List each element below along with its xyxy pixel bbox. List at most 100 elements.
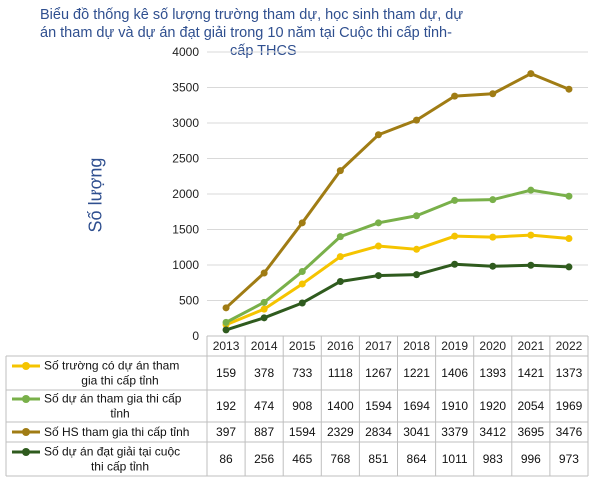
data-label: 1118 <box>328 366 353 380</box>
chart-title-line-3: cấp THCS <box>230 43 297 59</box>
y-tick-label: 2500 <box>172 152 199 166</box>
data-label: 996 <box>521 452 541 466</box>
data-point <box>298 268 306 276</box>
data-label: 86 <box>219 452 233 466</box>
data-point <box>260 269 268 277</box>
data-label: 2054 <box>517 399 544 413</box>
data-point <box>565 235 573 243</box>
data-point <box>451 232 459 240</box>
data-label: 733 <box>292 366 312 380</box>
data-label: 3041 <box>403 425 430 439</box>
data-point <box>451 260 459 268</box>
series-line <box>225 188 570 324</box>
data-point <box>260 314 268 322</box>
legend-entry: Số dự án đạt giải tại cuộc <box>44 445 180 459</box>
data-label: 1421 <box>517 366 544 380</box>
data-point <box>336 253 344 261</box>
data-point <box>565 263 573 271</box>
x-tick-label: 2016 <box>327 339 354 353</box>
data-label: 768 <box>330 452 350 466</box>
data-label: 1594 <box>289 425 316 439</box>
x-tick-label: 2013 <box>213 339 240 353</box>
legend-key-marker <box>22 395 30 403</box>
data-point <box>260 305 268 313</box>
data-point <box>489 196 497 204</box>
data-point <box>374 272 382 280</box>
y-tick-label: 1500 <box>172 223 199 237</box>
legend-key-marker <box>22 362 30 370</box>
data-label: 1373 <box>556 366 583 380</box>
chart-title-line-2: án tham dự và dự án đạt giải trong 10 nă… <box>40 25 452 41</box>
data-point <box>451 92 459 100</box>
data-label: 851 <box>368 452 388 466</box>
data-label: 256 <box>254 452 274 466</box>
y-tick-label: 2000 <box>172 187 199 201</box>
data-point <box>489 90 497 98</box>
data-point <box>413 271 421 279</box>
data-point <box>489 262 497 270</box>
data-label: 908 <box>292 399 312 413</box>
data-point <box>527 70 535 78</box>
data-point <box>222 318 230 326</box>
x-tick-label: 2022 <box>556 339 583 353</box>
data-point <box>222 304 230 312</box>
data-point <box>336 167 344 175</box>
data-point <box>336 233 344 241</box>
legend-key-marker <box>22 428 30 436</box>
data-point <box>298 219 306 227</box>
data-point <box>527 186 535 194</box>
x-tick-label: 2020 <box>479 339 506 353</box>
series-line <box>225 233 570 327</box>
y-tick-label: 3000 <box>172 116 199 130</box>
data-label: 159 <box>216 366 236 380</box>
data-label: 474 <box>254 399 274 413</box>
data-label: 378 <box>254 366 274 380</box>
data-label: 983 <box>483 452 503 466</box>
data-label: 1694 <box>403 399 430 413</box>
series-line <box>225 72 570 309</box>
data-point <box>374 219 382 227</box>
data-label: 3412 <box>479 425 506 439</box>
x-tick-label: 2015 <box>289 339 316 353</box>
data-point <box>413 116 421 124</box>
data-label: 1920 <box>479 399 506 413</box>
data-label: 1267 <box>365 366 392 380</box>
data-point <box>527 261 535 269</box>
chart-title: Biểu đồ thống kê số lượng trường tham dự… <box>40 6 560 60</box>
data-point <box>489 233 497 241</box>
data-label: 1221 <box>403 366 430 380</box>
y-tick-label: 0 <box>192 329 199 343</box>
data-point <box>260 298 268 306</box>
legend-entry: Số trường có dự án tham <box>44 359 179 373</box>
data-point <box>527 231 535 239</box>
data-point <box>413 245 421 253</box>
data-point <box>451 196 459 204</box>
y-tick-label: 1000 <box>172 258 199 272</box>
data-label: 1910 <box>441 399 468 413</box>
data-label: 973 <box>559 452 579 466</box>
data-point <box>222 326 230 334</box>
data-point <box>413 212 421 220</box>
data-point <box>336 277 344 285</box>
legend-entry: Số dự án tham gia thi cấp <box>44 392 182 406</box>
x-tick-label: 2017 <box>365 339 392 353</box>
legend-entry: gia thi cấp tỉnh <box>81 374 158 388</box>
legend-entry: tỉnh <box>110 407 129 421</box>
data-point <box>565 192 573 200</box>
x-tick-label: 2019 <box>441 339 468 353</box>
y-tick-label: 3500 <box>172 81 199 95</box>
y-tick-label: 4000 <box>172 45 199 59</box>
data-label: 2834 <box>365 425 392 439</box>
data-label: 3695 <box>517 425 544 439</box>
data-label: 3476 <box>556 425 583 439</box>
data-label: 2329 <box>327 425 354 439</box>
data-point <box>374 242 382 250</box>
legend-key-marker <box>22 448 30 456</box>
data-point <box>374 131 382 139</box>
x-tick-label: 2014 <box>251 339 278 353</box>
series-line <box>225 262 570 332</box>
legend-entry: thi cấp tỉnh <box>91 460 149 474</box>
data-label: 1011 <box>442 452 468 466</box>
data-point <box>298 280 306 288</box>
